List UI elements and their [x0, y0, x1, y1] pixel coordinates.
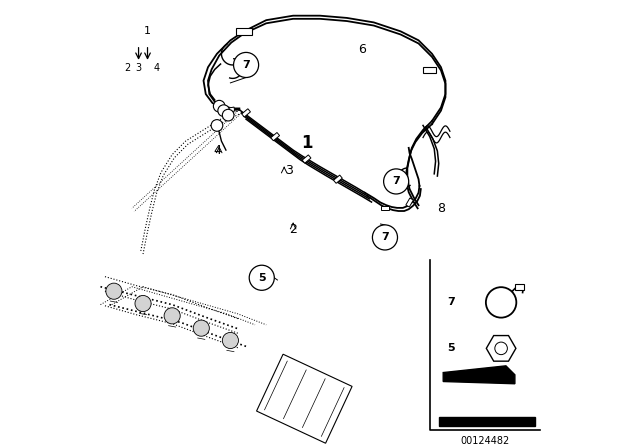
FancyBboxPatch shape	[515, 284, 524, 290]
Polygon shape	[302, 155, 311, 163]
Text: 00124482: 00124482	[460, 436, 509, 446]
Circle shape	[193, 320, 209, 336]
Text: 2: 2	[289, 223, 297, 236]
Circle shape	[218, 105, 230, 116]
Text: 4: 4	[213, 143, 221, 157]
Circle shape	[222, 332, 239, 349]
Text: 7: 7	[381, 233, 389, 242]
Text: 8: 8	[437, 202, 445, 215]
Polygon shape	[333, 175, 342, 183]
Text: 5: 5	[448, 343, 455, 353]
Circle shape	[164, 308, 180, 324]
Circle shape	[234, 52, 259, 78]
Circle shape	[222, 109, 234, 121]
FancyBboxPatch shape	[423, 67, 436, 73]
Polygon shape	[271, 133, 280, 141]
Text: 7: 7	[392, 177, 400, 186]
Polygon shape	[226, 107, 235, 112]
Polygon shape	[381, 206, 389, 210]
Polygon shape	[257, 354, 352, 443]
Circle shape	[135, 296, 151, 312]
Text: 1: 1	[301, 134, 312, 152]
Circle shape	[213, 100, 225, 112]
Polygon shape	[406, 198, 413, 207]
Polygon shape	[439, 417, 535, 426]
Text: 6: 6	[358, 43, 367, 56]
Polygon shape	[242, 109, 250, 117]
Circle shape	[211, 120, 223, 131]
Text: 7: 7	[242, 60, 250, 70]
Polygon shape	[443, 366, 515, 384]
FancyBboxPatch shape	[236, 28, 252, 35]
Circle shape	[383, 169, 409, 194]
Text: 3: 3	[136, 63, 141, 73]
Text: 7: 7	[448, 297, 456, 307]
Circle shape	[372, 225, 397, 250]
Circle shape	[249, 265, 275, 290]
Text: 3: 3	[285, 164, 292, 177]
Circle shape	[106, 283, 122, 299]
Text: 2: 2	[124, 63, 131, 73]
Circle shape	[495, 342, 508, 355]
Text: 4: 4	[154, 63, 159, 73]
Text: 1: 1	[144, 26, 151, 36]
Text: 5: 5	[258, 273, 266, 283]
